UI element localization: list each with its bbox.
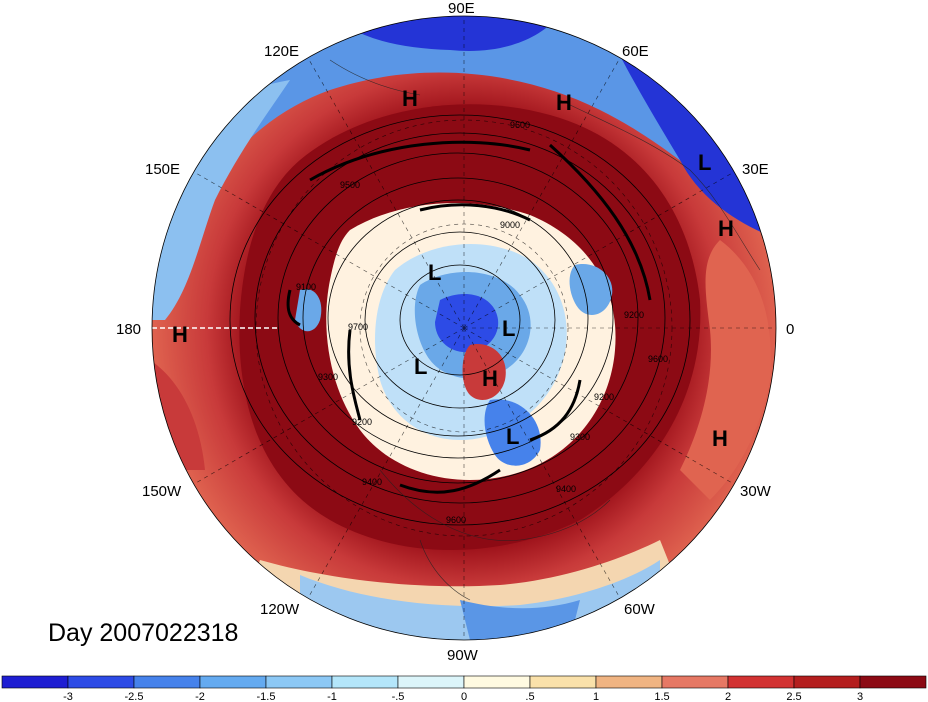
contour-label: 9200 xyxy=(594,392,614,402)
pressure-center-label: H xyxy=(172,322,188,347)
colorbar-tick-label: 2 xyxy=(725,691,731,702)
contour-label: 9100 xyxy=(296,282,316,292)
colorbar-swatch xyxy=(727,675,795,689)
graticule xyxy=(193,16,776,640)
colorbar-tick-label: -1.5 xyxy=(257,691,276,702)
longitude-label: 120W xyxy=(260,601,300,618)
colorbar-swatch xyxy=(265,675,333,689)
colorbar-tick-label: -3 xyxy=(63,691,73,702)
longitude-label: 30E xyxy=(742,161,769,178)
contour-label: 9200 xyxy=(352,417,372,427)
colorbar-swatch xyxy=(595,675,663,689)
pressure-center-label: L xyxy=(414,354,427,379)
colorbar-tick-label: .5 xyxy=(525,691,534,702)
contour-label: 9000 xyxy=(500,220,520,230)
longitude-label: 0 xyxy=(786,321,794,338)
longitude-label: 90E xyxy=(448,0,475,17)
colorbar-swatch xyxy=(793,675,861,689)
height-contours xyxy=(229,114,691,526)
longitude-label: 60W xyxy=(624,601,656,618)
longitude-label: 180 xyxy=(116,321,141,338)
colorbar-swatch xyxy=(463,675,531,689)
colorbar-swatch xyxy=(1,675,69,689)
colorbar-tick-label: -2 xyxy=(195,691,205,702)
contour-label: 9300 xyxy=(570,432,590,442)
longitude-label: 150W xyxy=(142,483,182,500)
colorbar-swatch xyxy=(67,675,135,689)
colorbar-tick-label: 3 xyxy=(857,691,863,702)
contour-label: 9600 xyxy=(648,354,668,364)
pressure-center-label: L xyxy=(428,260,441,285)
colorbar-swatch xyxy=(529,675,597,689)
colorbar-swatch xyxy=(331,675,399,689)
colorbar-tick-label: 1.5 xyxy=(654,691,669,702)
pressure-center-label: H xyxy=(402,86,418,111)
colorbar-tick-label: -.5 xyxy=(392,691,405,702)
colorbar-swatch xyxy=(661,675,729,689)
jet-lines xyxy=(286,140,652,494)
pressure-center-label: H xyxy=(718,216,734,241)
longitude-label: 30W xyxy=(740,483,772,500)
date-label: Day 2007022318 xyxy=(48,619,239,647)
colorbar-tick-label: 2.5 xyxy=(786,691,801,702)
contour-label: 9700 xyxy=(348,322,368,332)
contour-value-labels: 9600 9500 9100 9700 9300 9200 9400 9600 … xyxy=(296,120,668,525)
colorbar-swatch xyxy=(397,675,465,689)
colorbar-tick-label: 0 xyxy=(461,691,467,702)
contour-label: 9600 xyxy=(510,120,530,130)
pressure-center-label: H xyxy=(712,426,728,451)
pressure-center-label: H xyxy=(556,90,572,115)
colorbar-swatch xyxy=(133,675,201,689)
contour-label: 9300 xyxy=(318,372,338,382)
contour-label: 9600 xyxy=(446,515,466,525)
colorbar-swatch xyxy=(859,675,927,689)
longitude-label: 150E xyxy=(145,161,180,178)
contour-label: 9200 xyxy=(624,310,644,320)
colorbar-swatch xyxy=(199,675,267,689)
longitude-label: 60E xyxy=(622,43,649,60)
map-border xyxy=(151,15,777,641)
coastlines xyxy=(329,59,761,601)
colorbar-tick-label: 1 xyxy=(593,691,599,702)
pressure-center-label: L xyxy=(506,424,519,449)
pressure-center-label: L xyxy=(698,150,711,175)
colorbar-tick-label: -2.5 xyxy=(125,691,144,702)
contour-label: 9500 xyxy=(340,180,360,190)
pressure-centers: H H L H H L L L H L H xyxy=(172,86,734,451)
pressure-center-label: H xyxy=(482,366,498,391)
pressure-center-label: L xyxy=(502,316,515,341)
contour-label: 9400 xyxy=(556,484,576,494)
longitude-label: 120E xyxy=(264,43,299,60)
longitude-label: 90W xyxy=(447,647,479,664)
contour-label: 9400 xyxy=(362,477,382,487)
map-disk xyxy=(152,16,776,640)
longitude-labels: 90E 60E 30E 0 30W 60W 90W 120W 150W 180 … xyxy=(116,0,794,664)
colorbar-tick-label: -1 xyxy=(327,691,337,702)
colorbar: -3 -2.5 -2 -1.5 -1 -.5 0 .5 1 1.5 2 2.5 3 xyxy=(1,675,927,702)
